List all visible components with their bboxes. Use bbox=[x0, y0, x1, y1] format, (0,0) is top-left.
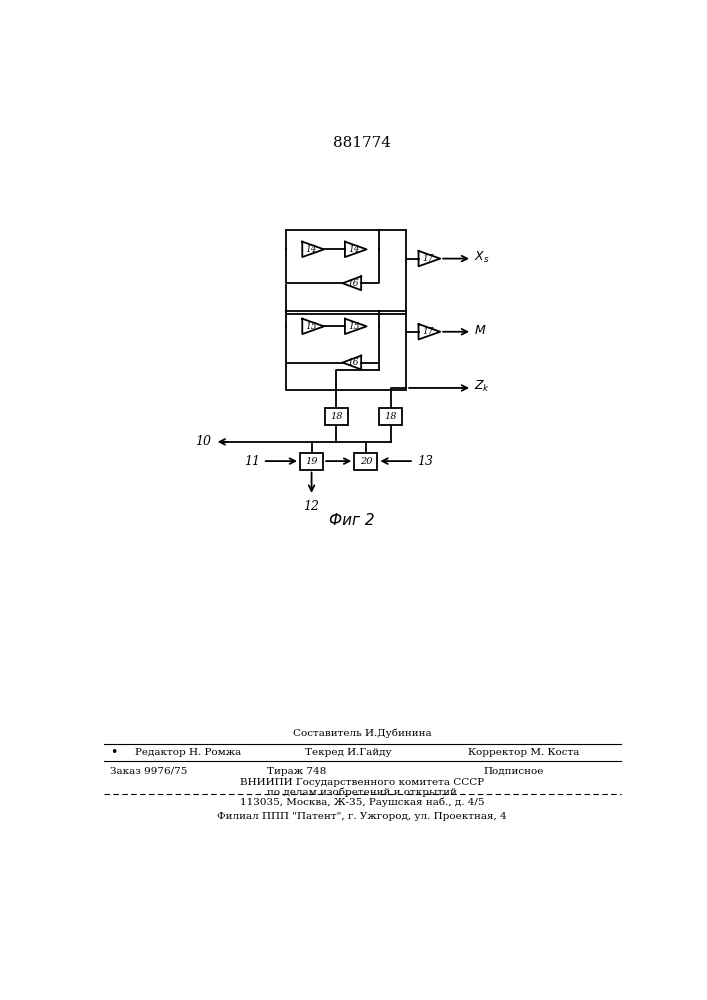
Text: 19: 19 bbox=[305, 457, 318, 466]
Text: 16: 16 bbox=[348, 358, 359, 367]
Text: 13: 13 bbox=[417, 455, 433, 468]
Text: 15: 15 bbox=[349, 322, 360, 331]
Text: 113035, Москва, Ж-35, Раушская наб., д. 4/5: 113035, Москва, Ж-35, Раушская наб., д. … bbox=[240, 797, 484, 807]
Text: 18: 18 bbox=[330, 412, 343, 421]
Text: Составитель И.Дубинина: Составитель И.Дубинина bbox=[293, 729, 431, 738]
Bar bbox=[300, 453, 323, 470]
Text: 14: 14 bbox=[306, 245, 317, 254]
Text: Текред И.Гайду: Текред И.Гайду bbox=[305, 748, 392, 757]
Text: $Z_k$: $Z_k$ bbox=[474, 379, 491, 394]
Text: Филиал ППП "Патент", г. Ужгород, ул. Проектная, 4: Филиал ППП "Патент", г. Ужгород, ул. Про… bbox=[217, 812, 507, 821]
Text: Фиг 2: Фиг 2 bbox=[329, 513, 375, 528]
Text: 18: 18 bbox=[385, 412, 397, 421]
Text: 14: 14 bbox=[349, 245, 360, 254]
Text: •: • bbox=[110, 746, 117, 759]
Bar bbox=[354, 453, 378, 470]
Text: 10: 10 bbox=[196, 435, 211, 448]
Text: Заказ 9976/75: Заказ 9976/75 bbox=[110, 767, 187, 776]
Text: ВНИИПИ Государственного комитета СССР: ВНИИПИ Государственного комитета СССР bbox=[240, 778, 484, 787]
Text: 11: 11 bbox=[244, 455, 259, 468]
Text: $X_s$: $X_s$ bbox=[474, 250, 490, 265]
Text: Тираж 748: Тираж 748 bbox=[267, 767, 326, 776]
Bar bbox=[325, 408, 348, 425]
Text: Редактор Н. Ромжа: Редактор Н. Ромжа bbox=[135, 748, 241, 757]
Text: по делам изобретений и открытий: по делам изобретений и открытий bbox=[267, 787, 457, 797]
Text: 881774: 881774 bbox=[333, 136, 391, 150]
Text: 17: 17 bbox=[422, 327, 433, 336]
Bar bbox=[379, 408, 402, 425]
Text: 16: 16 bbox=[348, 279, 359, 288]
Text: Подписное: Подписное bbox=[484, 767, 544, 776]
Text: 20: 20 bbox=[360, 457, 372, 466]
Text: 12: 12 bbox=[303, 500, 320, 513]
Text: Корректор М. Коста: Корректор М. Коста bbox=[468, 748, 580, 757]
Text: 17: 17 bbox=[422, 254, 433, 263]
Text: $M$: $M$ bbox=[474, 324, 487, 337]
Text: 15: 15 bbox=[306, 322, 317, 331]
